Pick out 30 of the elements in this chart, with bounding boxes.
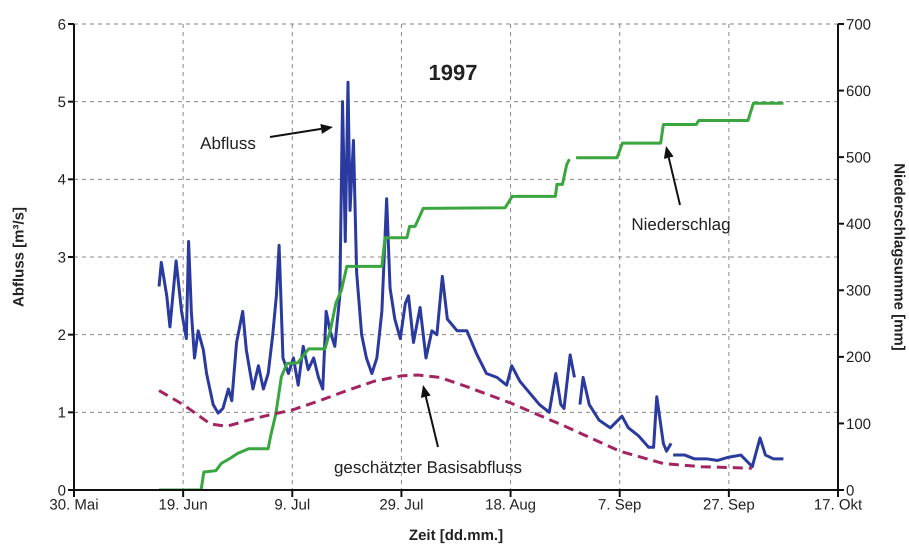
y2-tick-label: 700 — [846, 16, 872, 34]
y-tick-label: 1 — [58, 404, 66, 422]
y2-tick-label: 600 — [846, 82, 872, 100]
y-tick-label: 2 — [58, 326, 66, 344]
y-axis-title: Abfluss [m³/s] — [10, 206, 28, 308]
x-tick-label: 18. Aug — [485, 496, 536, 514]
y-tick-label: 6 — [58, 16, 66, 34]
y2-axis-title: Niederschlagsumme [mm] — [890, 163, 908, 351]
y2-tick-label: 0 — [846, 482, 854, 500]
text: 1997 — [428, 60, 478, 86]
y-tick-label: 4 — [58, 172, 66, 189]
x-tick-label: 7. Sep — [598, 496, 642, 514]
y2-tick-label: 200 — [846, 349, 872, 366]
y-tick-label: 3 — [58, 249, 66, 266]
x-tick-label: 27. Sep — [703, 496, 755, 514]
annotation: Abfluss — [200, 134, 256, 153]
y-tick-label: 5 — [58, 94, 66, 111]
annotation: geschätzter Basisabfluss — [334, 458, 522, 477]
x-tick-label: 29. Jul — [379, 496, 424, 514]
y-tick-label: 0 — [58, 482, 66, 500]
x-tick-label: 19. Jun — [158, 496, 208, 514]
y2-tick-label: 300 — [846, 282, 872, 300]
y2-tick-label: 100 — [846, 416, 872, 433]
y2-tick-label: 500 — [846, 149, 872, 166]
x-tick-label: 17. Okt — [814, 496, 864, 514]
y2-tick-label: 400 — [846, 216, 872, 234]
x-axis-title: Zeit [dd.mm.] — [408, 527, 504, 544]
annotation: Niederschlag — [631, 215, 731, 234]
x-tick-label: 9. Jul — [274, 496, 310, 514]
x-tick-label: 30. Mai — [49, 496, 99, 514]
